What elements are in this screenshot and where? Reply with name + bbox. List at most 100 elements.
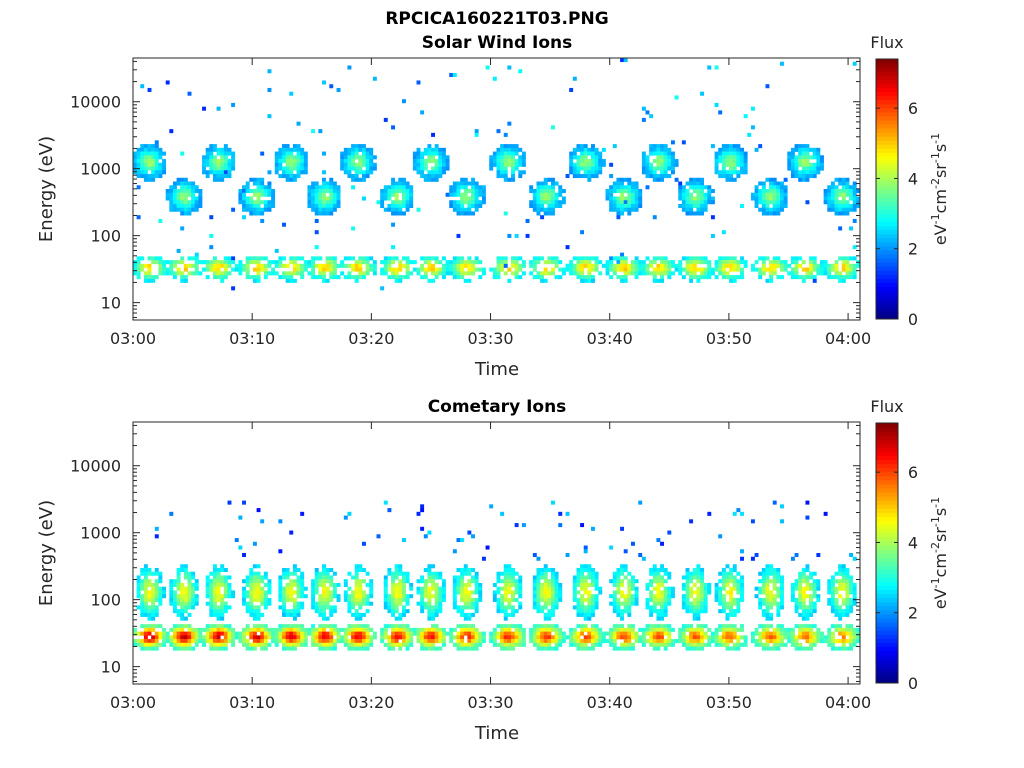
heatmap-cell — [354, 597, 359, 602]
heatmap-cell — [456, 567, 461, 573]
heatmap-cell — [354, 147, 359, 152]
heatmap-cell — [282, 601, 286, 606]
heatmap-cell — [227, 605, 232, 610]
heatmap-cell — [332, 627, 337, 632]
heatmap-cell — [172, 579, 177, 584]
heatmap-cell — [798, 642, 803, 647]
heatmap-cell — [227, 639, 232, 644]
heatmap-cell — [354, 609, 359, 614]
heatmap-cell — [540, 275, 545, 280]
heatmap-cell — [481, 267, 486, 272]
heatmap-cell — [758, 256, 763, 261]
heatmap-cell — [776, 567, 781, 573]
heatmap-cell — [329, 642, 334, 647]
heatmap-cell — [591, 147, 595, 152]
heatmap-cell — [369, 586, 374, 591]
heatmap-cell — [351, 635, 356, 640]
heatmap-cell — [838, 256, 843, 261]
heatmap-cell — [685, 605, 690, 610]
heatmap-cell — [551, 181, 555, 186]
heatmap-cell — [314, 192, 319, 197]
heatmap-cell — [343, 639, 348, 644]
heatmap-cell — [514, 582, 519, 587]
heatmap-cell — [856, 196, 861, 201]
heatmap-cell — [391, 192, 396, 197]
heatmap-cell — [532, 256, 537, 261]
heatmap-cell — [369, 579, 374, 584]
heatmap-cell — [143, 567, 148, 573]
heatmap-cell — [652, 170, 657, 175]
heatmap-cell — [191, 627, 196, 632]
heatmap-cell — [438, 571, 443, 576]
heatmap-cell — [431, 646, 435, 651]
heatmap-cell — [391, 185, 396, 190]
heatmap-cell — [660, 256, 664, 261]
heatmap-cell — [696, 575, 701, 580]
heatmap-cell — [772, 196, 777, 201]
heatmap-cell — [412, 162, 417, 167]
heatmap-cell — [685, 200, 690, 205]
heatmap-cell — [554, 627, 559, 632]
heatmap-cell — [576, 575, 581, 580]
heatmap-cell — [322, 627, 326, 632]
heatmap-cell — [460, 200, 465, 205]
heatmap-cell — [300, 586, 305, 591]
heatmap-cell — [492, 155, 497, 160]
heatmap-cell — [718, 534, 723, 539]
panel-title-cometary: Cometary Ions — [428, 397, 567, 417]
heatmap-cell — [467, 646, 472, 651]
heatmap-cell — [776, 624, 781, 629]
heatmap-cell — [463, 211, 468, 216]
heatmap-cell — [583, 597, 588, 602]
heatmap-cell — [761, 612, 766, 617]
heatmap-cell — [318, 129, 323, 134]
colorbar-segment — [876, 107, 898, 113]
heatmap-cell — [278, 575, 283, 580]
heatmap-cell — [685, 256, 690, 261]
heatmap-cell — [263, 597, 268, 602]
heatmap-cell — [500, 267, 505, 272]
heatmap-cell — [838, 278, 843, 283]
heatmap-cell — [151, 275, 156, 280]
heatmap-cell — [311, 263, 316, 268]
heatmap-cell — [358, 155, 363, 160]
heatmap-cell — [634, 635, 639, 640]
heatmap-cell — [332, 582, 337, 587]
heatmap-cell — [696, 203, 701, 209]
heatmap-cell — [776, 586, 781, 591]
heatmap-cell — [322, 567, 326, 573]
heatmap-cell — [336, 597, 341, 602]
heatmap-cell — [678, 627, 683, 632]
heatmap-cell — [663, 166, 668, 171]
heatmap-cell — [282, 275, 286, 280]
heatmap-cell — [474, 181, 479, 186]
heatmap-cell — [736, 174, 741, 179]
heatmap-cell — [256, 508, 261, 513]
heatmap-cell — [172, 594, 177, 599]
heatmap-cell — [761, 260, 766, 265]
heatmap-cell — [670, 263, 675, 268]
heatmap-cell — [667, 586, 672, 591]
heatmap-cell — [794, 601, 799, 606]
heatmap-cell — [790, 635, 795, 640]
heatmap-cell — [496, 159, 501, 164]
heatmap-cell — [325, 616, 330, 621]
colorbar-segment — [876, 91, 898, 97]
heatmap-cell — [256, 624, 261, 629]
heatmap-cell — [696, 567, 701, 573]
heatmap-cell — [427, 260, 432, 265]
heatmap-cell — [154, 155, 159, 160]
heatmap-cell — [740, 586, 744, 591]
heatmap-cell — [572, 575, 577, 580]
heatmap-cell — [394, 256, 399, 261]
heatmap-cell — [583, 575, 588, 580]
heatmap-cell — [852, 203, 857, 209]
heatmap-cell — [434, 586, 439, 591]
heatmap-cell — [383, 605, 388, 610]
heatmap-cell — [638, 260, 643, 265]
heatmap-cell — [780, 267, 784, 272]
heatmap-cell — [351, 590, 356, 595]
x-tick-label: 03:30 — [467, 329, 513, 348]
heatmap-cell — [383, 192, 388, 197]
heatmap-cell — [827, 267, 832, 272]
